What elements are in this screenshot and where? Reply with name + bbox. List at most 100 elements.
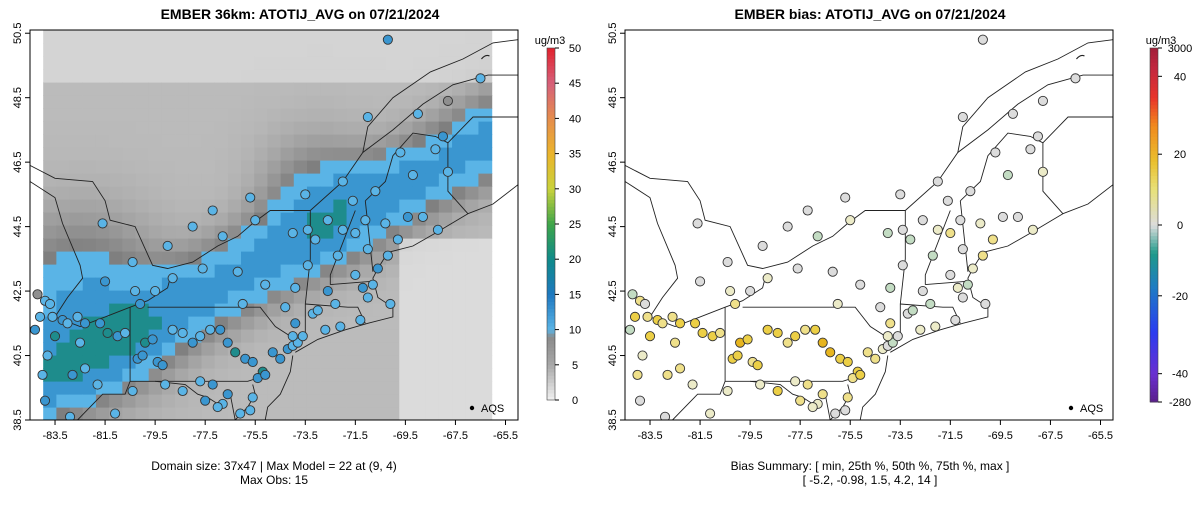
heatmap-cell: [412, 238, 427, 252]
obs-point: [280, 302, 291, 313]
heatmap-cell: [135, 394, 150, 408]
heatmap-cell: [109, 121, 123, 135]
heatmap-cell: [478, 43, 493, 57]
bias-point: [662, 369, 673, 380]
heatmap-cell: [148, 160, 163, 174]
left-x-tick-label: -67.5: [443, 430, 468, 442]
heatmap-cell: [69, 394, 84, 408]
heatmap-cell: [333, 212, 348, 226]
heatmap-cell: [201, 342, 216, 356]
heatmap-cell: [56, 30, 71, 44]
heatmap-cell: [425, 368, 440, 382]
right-x-tick-label: -81.5: [688, 430, 713, 442]
heatmap-cell: [188, 160, 203, 174]
obs-point: [80, 318, 91, 329]
heatmap-cell: [241, 342, 255, 356]
heatmap-cell: [280, 121, 295, 135]
heatmap-cell: [188, 121, 203, 135]
heatmap-cell: [452, 329, 466, 343]
right-x-tick-label: -83.5: [637, 430, 662, 442]
heatmap-cell: [306, 199, 321, 213]
heatmap-cell: [280, 160, 295, 174]
heatmap-cell: [135, 316, 150, 330]
heatmap-cell: [412, 329, 427, 343]
heatmap-cell: [372, 329, 387, 343]
bias-point: [965, 186, 976, 197]
right-y-tick-label: 44.5: [607, 216, 619, 237]
bias-colorbar-segment: [1150, 313, 1158, 318]
bias-colorbar-segment: [1150, 97, 1158, 102]
bias-point: [642, 311, 653, 322]
heatmap-cell: [175, 355, 189, 369]
bias-point: [990, 147, 1001, 158]
heatmap-cell: [478, 251, 493, 265]
bias-colorbar-segment: [1150, 48, 1158, 53]
heatmap-cell: [254, 290, 269, 304]
heatmap-cell: [241, 277, 255, 291]
heatmap-cell: [412, 264, 427, 278]
bias-colorbar-segment: [1150, 239, 1158, 244]
heatmap-cell: [43, 381, 57, 395]
model-colorbar-segment: [547, 238, 555, 243]
heatmap-cell: [306, 121, 321, 135]
model-colorbar-segment: [547, 62, 555, 67]
heatmap-cell: [82, 329, 97, 343]
bias-colorbar-segment: [1150, 210, 1158, 215]
model-colorbar-segment: [547, 55, 555, 60]
bias-point: [762, 273, 773, 284]
heatmap-cell: [425, 30, 440, 44]
heatmap-cell: [214, 238, 229, 252]
heatmap-cell: [109, 108, 123, 122]
heatmap-cell: [161, 30, 176, 44]
heatmap-cell: [82, 147, 97, 161]
heatmap-cell: [161, 394, 176, 408]
obs-point: [72, 311, 83, 322]
heatmap-cell: [372, 147, 387, 161]
bias-colorbar-segment: [1150, 380, 1158, 385]
heatmap-cell: [109, 82, 123, 96]
right-x-tick-label: -73.5: [888, 430, 913, 442]
model-colorbar-segment: [547, 153, 555, 158]
heatmap-cell: [452, 342, 466, 356]
heatmap-cell: [175, 290, 189, 304]
heatmap-cell: [161, 160, 176, 174]
heatmap-cell: [465, 199, 480, 213]
bias-point: [657, 318, 668, 329]
bias-colorbar-segment: [1150, 161, 1158, 166]
heatmap-cell: [175, 199, 189, 213]
bias-colorbar-segment: [1150, 65, 1158, 70]
heatmap-cell: [452, 134, 466, 148]
heatmap-cell: [425, 82, 440, 96]
right-boundary-line: [649, 278, 766, 327]
heatmap-cell: [201, 186, 216, 200]
bias-colorbar-segment: [1150, 232, 1158, 237]
heatmap-cell: [148, 212, 163, 226]
heatmap-cell: [254, 121, 269, 135]
heatmap-cell: [399, 199, 414, 213]
heatmap-cell: [161, 173, 176, 187]
heatmap-cell: [161, 225, 176, 239]
heatmap-cell: [438, 186, 453, 200]
heatmap-cell: [452, 316, 466, 330]
heatmap-cell: [82, 251, 97, 265]
obs-point: [167, 324, 178, 335]
heatmap-cell: [109, 277, 123, 291]
heatmap-cell: [267, 147, 282, 161]
heatmap-cell: [56, 212, 71, 226]
heatmap-cell: [465, 95, 480, 109]
heatmap-cell: [452, 69, 466, 83]
heatmap-cell: [56, 381, 71, 395]
heatmap-cell: [465, 225, 480, 239]
model-colorbar-segment: [547, 375, 555, 380]
left-x-tick-label: -77.5: [193, 430, 218, 442]
heatmap-cell: [346, 303, 361, 317]
heatmap-cell: [438, 199, 453, 213]
model-colorbar-tick-label: 40: [569, 113, 581, 125]
heatmap-cell: [161, 251, 176, 265]
model-colorbar-segment: [547, 389, 555, 394]
bias-point: [695, 276, 706, 287]
heatmap-cell: [425, 56, 440, 70]
heatmap-cell: [359, 407, 374, 420]
heatmap-cell: [267, 368, 282, 382]
heatmap-cell: [293, 199, 308, 213]
